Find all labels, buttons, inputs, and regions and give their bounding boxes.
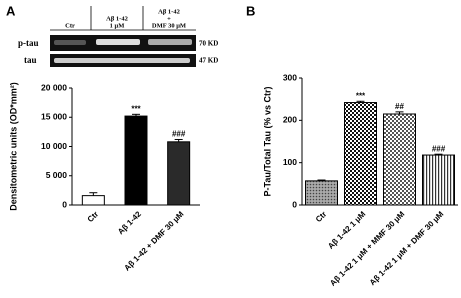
y-tick-label: 15 000	[41, 112, 67, 122]
bar	[81, 195, 105, 206]
blot-size-label: 70 KD	[199, 40, 218, 48]
lane-label: Aβ 1-42	[106, 15, 128, 22]
significance-label: ###	[172, 130, 186, 139]
x-tick-label: Ctr	[314, 210, 329, 225]
y-tick-label: 300	[283, 72, 297, 82]
x-tick-label: Aβ 1-42 1 μM	[326, 209, 367, 250]
blot-row-label: tau	[24, 55, 37, 65]
bar	[167, 141, 191, 206]
y-tick-label: 200	[283, 115, 297, 125]
y-tick-label: 10 000	[41, 141, 67, 151]
bar	[383, 113, 416, 206]
x-tick-label: Aβ 1-42	[116, 209, 143, 236]
lane-label: DMF 30 μM	[152, 22, 186, 29]
x-tick-label: Aβ 1-42 1 μM + MMF 30 μM	[328, 209, 406, 287]
western-blot: p-tau tau 70 KD 47 KD	[18, 6, 218, 67]
lane-label: +	[167, 15, 171, 22]
lane-label: Ctr	[65, 22, 75, 29]
significance-label: ##	[395, 102, 404, 111]
y-axis-label: P-Tau/Total Tau (% vs Ctr)	[262, 86, 272, 196]
significance-label: ***	[131, 104, 141, 113]
panel-label: B	[246, 3, 255, 18]
significance-label: ###	[432, 144, 446, 153]
y-tick-label: 100	[283, 157, 297, 167]
lane-label: 1 μM	[110, 22, 125, 29]
x-tick-label: Aβ 1-42 1 μM + DMF 30 μM	[368, 209, 446, 287]
bar	[422, 154, 455, 206]
y-tick-label: 20 000	[41, 82, 67, 92]
blot-size-label: 47 KD	[199, 57, 218, 65]
panel-label: A	[6, 3, 16, 18]
y-tick-label: 0	[292, 199, 297, 209]
y-axis-label: Densitometric units (OD*mm²)	[8, 82, 18, 211]
significance-label: ***	[356, 91, 366, 100]
bar	[344, 102, 377, 206]
x-tick-label: Ctr	[86, 210, 101, 225]
blot-row-label: p-tau	[18, 38, 39, 48]
bar	[305, 180, 338, 206]
y-tick-label: 0	[62, 199, 67, 209]
bar	[124, 115, 148, 206]
lane-label: Aβ 1-42	[158, 8, 180, 15]
y-tick-label: 5 000	[46, 170, 68, 180]
